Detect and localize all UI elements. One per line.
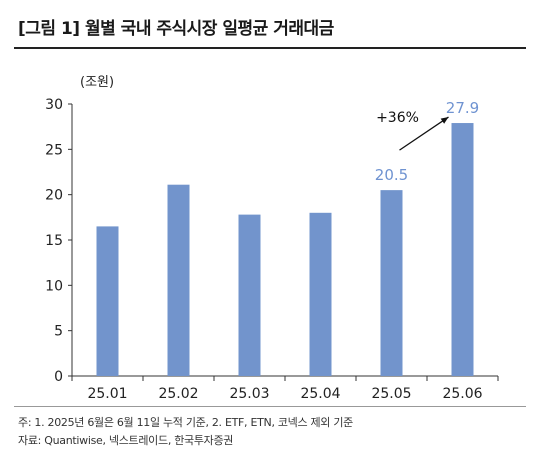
y-tick-label: 30 xyxy=(45,97,63,113)
bar xyxy=(309,212,332,376)
x-tick-label: 25.06 xyxy=(442,386,482,400)
bar xyxy=(380,190,403,376)
x-tick-label: 25.04 xyxy=(300,386,340,400)
bar xyxy=(238,214,261,376)
y-tick-label: 20 xyxy=(45,188,63,204)
data-label: 27.9 xyxy=(446,99,479,117)
y-tick-label: 15 xyxy=(45,233,63,249)
y-tick-label: 5 xyxy=(54,324,63,340)
x-tick-label: 25.02 xyxy=(158,386,198,400)
growth-arrow-line xyxy=(399,116,449,151)
y-tick-label: 0 xyxy=(54,369,63,385)
y-axis-unit-label: (조원) xyxy=(80,75,114,90)
data-label: 20.5 xyxy=(375,166,408,184)
x-tick-label: 25.05 xyxy=(371,386,411,400)
bar-chart: (조원) 0 5 10 15 20 25 30 25.01 25.02 25.03 25.04 25.0… xyxy=(45,75,499,400)
source-note: 자료: Quantiwise, 넥스트레이드, 한국투자증권 xyxy=(18,434,234,447)
chart-title: [그림 1] 월별 국내 주식시장 일평균 거래대금 xyxy=(18,19,334,39)
footer-divider xyxy=(14,406,526,407)
x-tick-label: 25.03 xyxy=(229,386,269,400)
bar xyxy=(96,226,119,376)
y-tick-label: 25 xyxy=(45,142,63,158)
bar xyxy=(167,184,190,376)
bar xyxy=(451,123,474,376)
y-tick-label: 10 xyxy=(45,278,63,294)
growth-annotation-label: +36% xyxy=(376,110,419,126)
title-divider xyxy=(14,47,526,49)
footnote: 주: 1. 2025년 6월은 6월 11일 누적 기준, 2. ETF, ET… xyxy=(18,416,353,429)
x-tick-label: 25.01 xyxy=(87,386,127,400)
growth-arrow-head xyxy=(440,117,449,124)
